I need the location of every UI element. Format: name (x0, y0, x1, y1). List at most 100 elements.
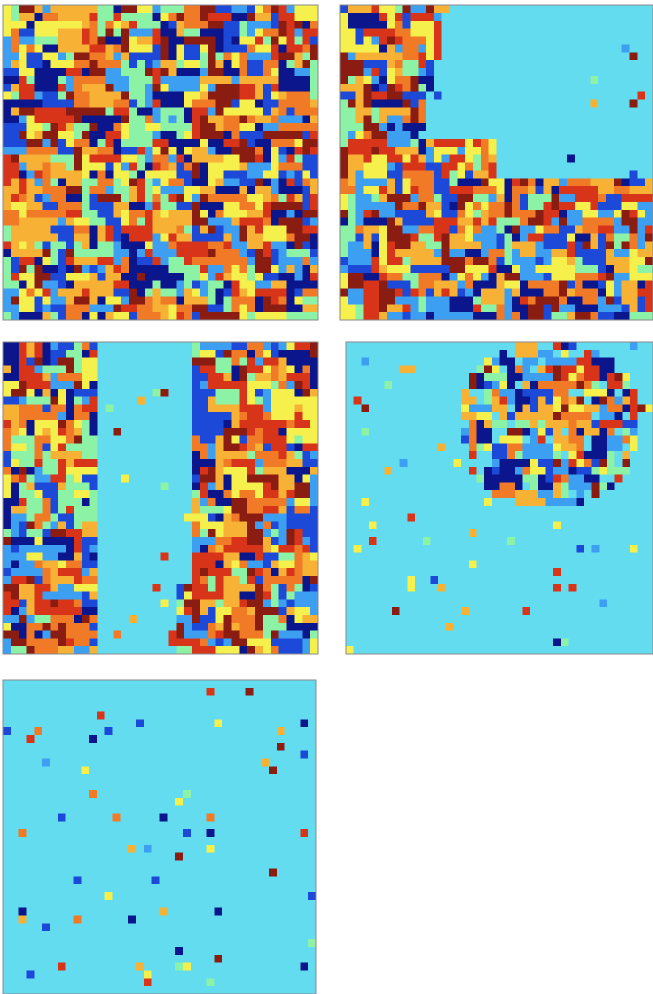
cell (582, 225, 591, 234)
cell (371, 99, 380, 108)
cell (262, 60, 272, 69)
cell (58, 99, 67, 108)
cell (73, 396, 83, 405)
panel (2, 341, 319, 655)
cell (613, 28, 623, 37)
cell (105, 568, 114, 577)
cell (81, 638, 90, 647)
cell (353, 349, 362, 358)
cell (621, 288, 630, 297)
cell (223, 365, 232, 374)
cell (42, 615, 51, 624)
cell (73, 178, 83, 187)
cell (621, 280, 630, 289)
cell (512, 107, 521, 116)
cell (26, 435, 35, 444)
cell (415, 357, 424, 366)
cell (530, 365, 539, 374)
cell (559, 312, 568, 321)
cell (527, 249, 536, 258)
cell (10, 365, 20, 374)
cell (10, 513, 20, 522)
cell (426, 5, 435, 14)
cell (379, 20, 388, 29)
cell (136, 178, 146, 187)
cell (310, 599, 319, 608)
cell (223, 288, 232, 297)
cell (152, 349, 161, 358)
cell (262, 537, 272, 546)
cell (270, 529, 279, 538)
cell (302, 591, 311, 600)
cell (105, 357, 114, 366)
cell (50, 209, 59, 218)
cell (270, 99, 279, 108)
cell (386, 107, 396, 116)
cell (637, 201, 646, 211)
cell (606, 115, 615, 124)
cell (239, 349, 248, 358)
cell (449, 52, 458, 61)
cell (371, 170, 380, 179)
cell (582, 154, 591, 163)
cell (504, 241, 513, 250)
cell (129, 568, 138, 577)
cell (168, 288, 177, 297)
cell (449, 162, 458, 171)
cell (613, 44, 623, 53)
cell (176, 194, 185, 203)
cell (207, 607, 216, 616)
cell (207, 443, 216, 452)
cell (199, 209, 209, 218)
cell (26, 646, 35, 655)
cell (97, 288, 106, 297)
cell (50, 249, 59, 258)
cell (58, 115, 67, 124)
cell (255, 427, 264, 436)
cell (355, 123, 364, 132)
cell (42, 288, 51, 297)
cell (199, 638, 209, 647)
cell (286, 537, 295, 546)
cell (168, 75, 177, 85)
cell (645, 68, 653, 77)
cell (551, 280, 560, 289)
cell (97, 280, 106, 289)
cell (207, 482, 216, 491)
cell (3, 12, 12, 22)
cell (480, 115, 489, 124)
cell (3, 201, 12, 211)
cell (386, 264, 396, 274)
cell (392, 342, 401, 351)
cell (113, 427, 122, 436)
cell (340, 107, 349, 116)
cell (113, 12, 122, 22)
cell (302, 209, 311, 218)
cell (121, 304, 130, 313)
cell (527, 178, 536, 187)
cell (355, 257, 364, 266)
cell (355, 138, 364, 148)
cell (278, 443, 287, 452)
cell (136, 170, 146, 179)
cell (105, 513, 114, 522)
cell (426, 12, 435, 22)
cell (499, 357, 508, 366)
cell (97, 357, 106, 366)
cell (207, 36, 216, 45)
cell (42, 599, 51, 608)
cell (105, 646, 114, 655)
cell (286, 162, 295, 171)
cell (286, 186, 295, 195)
cell (97, 115, 106, 124)
cell (480, 99, 489, 108)
cell (441, 170, 450, 179)
cell (152, 404, 161, 413)
cell (355, 146, 364, 155)
cell (184, 280, 193, 289)
cell (347, 20, 356, 29)
cell (10, 537, 20, 546)
cell (488, 194, 497, 203)
cell (144, 630, 153, 639)
cell (18, 123, 27, 132)
